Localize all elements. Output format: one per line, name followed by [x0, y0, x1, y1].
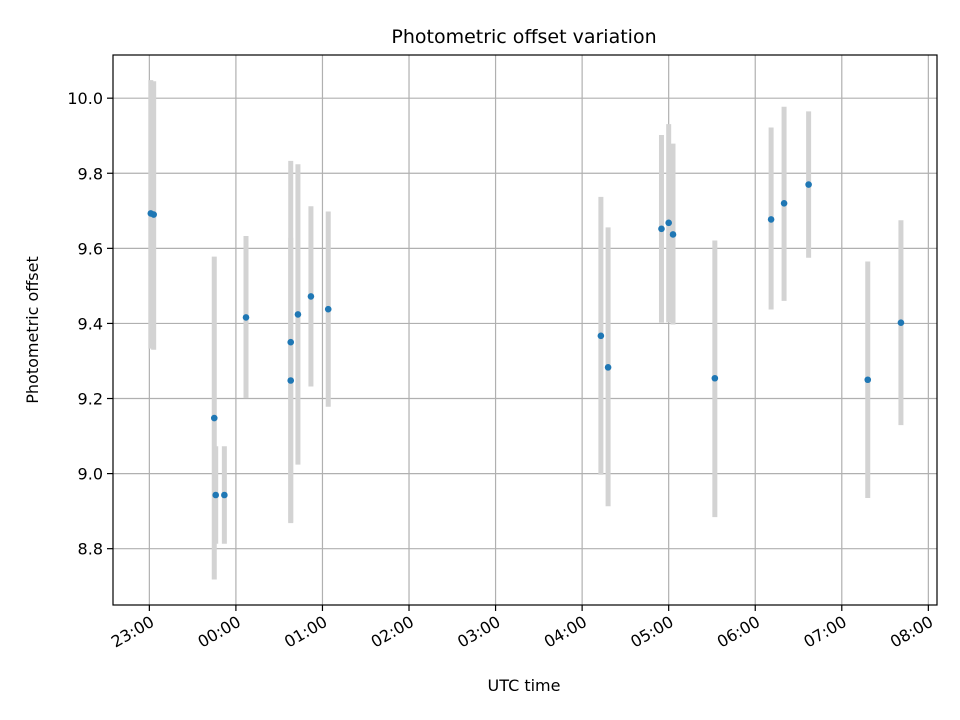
data-point [897, 319, 905, 326]
data-point [150, 211, 157, 218]
data-point [669, 231, 677, 238]
plot-frame [112, 54, 938, 606]
y-tick-label: 9.0 [78, 465, 103, 484]
y-tick-label: 9.6 [78, 239, 103, 258]
data-point [780, 199, 788, 207]
data-point [665, 219, 672, 227]
data-point [294, 311, 302, 318]
y-tick-label: 9.8 [78, 164, 103, 183]
data-point [604, 364, 612, 371]
data-point [287, 338, 295, 346]
y-tick-label: 9.2 [78, 390, 103, 409]
chart-title: Photometric offset variation [391, 26, 656, 48]
data-point [658, 225, 665, 233]
data-point [805, 181, 812, 188]
y-tick-label: 8.8 [78, 540, 103, 559]
y-tick-label: 9.4 [78, 314, 103, 333]
data-point [324, 305, 332, 313]
data-points [147, 181, 905, 499]
data-point [287, 377, 295, 384]
grid-lines [113, 55, 937, 605]
data-point [767, 216, 775, 223]
data-point [864, 376, 872, 384]
data-point [597, 332, 605, 340]
data-point [212, 491, 220, 499]
y-tick-label: 10.0 [67, 89, 103, 108]
data-point [307, 293, 315, 300]
data-point [210, 414, 218, 422]
data-point [242, 314, 250, 321]
y-axis-label: Photometric offset [23, 256, 42, 404]
data-point [221, 491, 228, 499]
data-point [711, 374, 719, 382]
x-axis-label: UTC time [488, 676, 561, 695]
